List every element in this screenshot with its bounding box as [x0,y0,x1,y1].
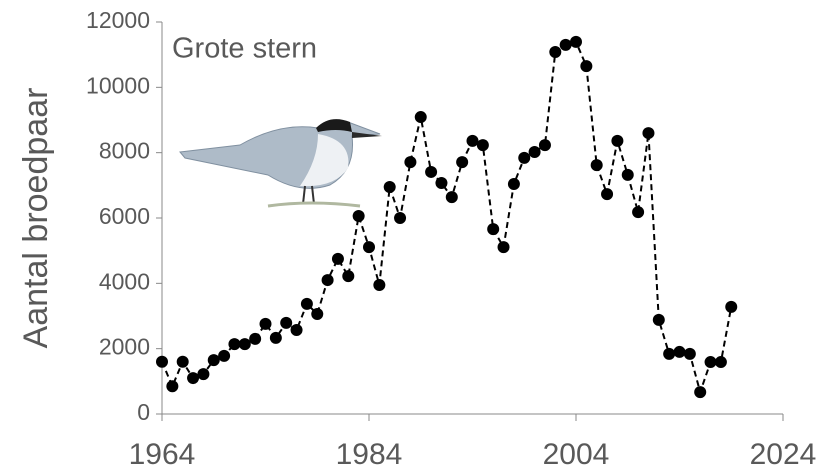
point [642,127,654,139]
chart: Grote stern Aantal broedpaar 0 2000 4000 60… [0,0,828,476]
y-tick-label: 6000 [99,203,150,229]
point [518,152,530,164]
point [487,223,499,235]
point [456,156,468,168]
point [570,36,582,48]
y-tick-label: 0 [137,399,150,425]
y-axis-label: Aantal broedpaar [17,88,55,349]
point [529,146,541,158]
point [197,368,209,380]
point [177,356,189,368]
y-tick-label: 10000 [86,72,150,98]
point [467,135,479,147]
y-tick-label: 12000 [86,7,150,33]
point [725,301,737,313]
point [477,139,489,151]
point [301,298,313,310]
point [239,338,251,350]
point [632,206,644,218]
point [384,181,396,193]
point [694,386,706,398]
y-tick-label: 4000 [99,268,150,294]
point [663,348,675,360]
point [332,253,344,265]
point [187,372,199,384]
point [539,139,551,151]
point [373,279,385,291]
point [498,241,510,253]
point [311,308,323,320]
point [353,210,365,222]
point [591,159,603,171]
x-tick-label: 2024 [750,438,817,471]
point [580,60,592,72]
point [425,166,437,178]
point [156,356,168,368]
annotation: Grote stern [172,33,317,65]
x-tick-label: 1964 [129,438,196,471]
x-tick-label: 1984 [336,438,403,471]
point [601,188,613,200]
point [270,332,282,344]
point [394,212,406,224]
bird-illustration [180,119,382,206]
point [322,274,334,286]
point [208,354,220,366]
point [260,318,272,330]
point [549,46,561,58]
point [280,317,292,329]
point [228,338,240,350]
point [446,191,458,203]
point [435,177,447,189]
point [363,241,375,253]
point [622,169,634,181]
point [653,314,665,326]
point [715,356,727,368]
point [560,39,572,51]
point [342,270,354,282]
y-tick-label: 2000 [99,334,150,360]
point [415,111,427,123]
point [684,348,696,360]
point [249,333,261,345]
point [166,380,178,392]
point [674,346,686,358]
point [218,350,230,362]
y-tick-label: 8000 [99,138,150,164]
point [611,135,623,147]
point [705,356,717,368]
x-tick-label: 2004 [543,438,610,471]
point [404,156,416,168]
point [508,178,520,190]
point [291,324,303,336]
